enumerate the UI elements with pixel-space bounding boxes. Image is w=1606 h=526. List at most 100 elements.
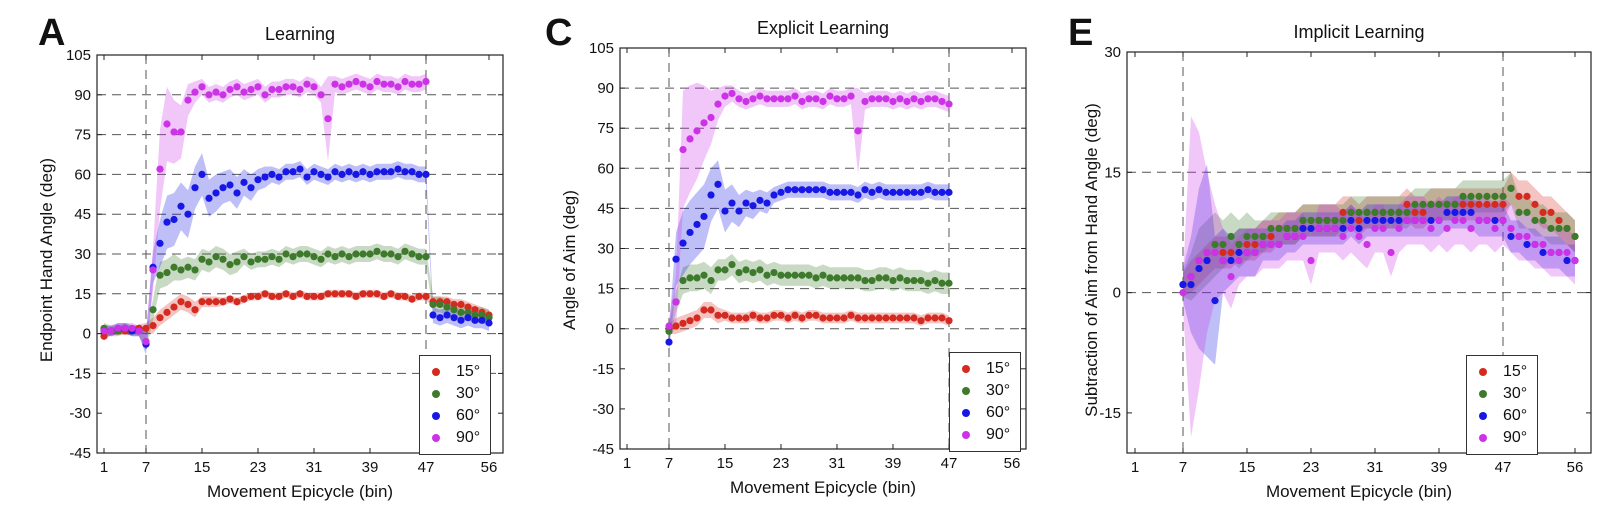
data-point xyxy=(317,292,325,301)
x-tick-label: 1 xyxy=(623,455,631,472)
data-point xyxy=(1259,240,1267,249)
data-point xyxy=(1251,240,1259,249)
data-point xyxy=(735,314,743,322)
legend-item: 30° xyxy=(428,383,480,405)
data-point xyxy=(896,95,904,103)
y-tick-label: 30 xyxy=(1104,44,1121,61)
data-point xyxy=(686,274,694,282)
data-point xyxy=(282,168,290,176)
data-point xyxy=(924,186,932,194)
data-point xyxy=(938,314,946,322)
data-point xyxy=(296,165,304,173)
error-band xyxy=(1183,164,1575,365)
data-point xyxy=(770,268,778,277)
data-point xyxy=(226,295,234,303)
data-point xyxy=(338,290,346,298)
data-point xyxy=(868,276,876,285)
data-point xyxy=(1563,256,1571,265)
data-point xyxy=(184,210,192,218)
data-point xyxy=(1227,272,1235,281)
y-tick-label: 75 xyxy=(597,120,614,137)
data-point xyxy=(1419,208,1427,216)
x-tick-label: 31 xyxy=(1367,459,1384,476)
data-point xyxy=(1467,208,1475,216)
data-point xyxy=(1235,248,1243,257)
data-point xyxy=(938,188,946,196)
data-point xyxy=(233,189,241,197)
data-point xyxy=(485,314,493,322)
data-point xyxy=(1347,216,1355,225)
data-point xyxy=(1539,216,1547,225)
data-point xyxy=(191,184,199,192)
x-tick-label: 15 xyxy=(717,455,734,472)
error-band xyxy=(104,153,489,355)
data-point xyxy=(233,258,241,266)
legend: 15° 30° 60° 90° xyxy=(1466,355,1539,455)
x-tick-label: 7 xyxy=(665,455,673,472)
data-point xyxy=(1451,216,1459,225)
data-point xyxy=(721,266,729,274)
data-point xyxy=(1547,224,1555,233)
data-point xyxy=(121,324,129,332)
data-point xyxy=(735,95,743,103)
data-point xyxy=(903,314,911,322)
data-point xyxy=(345,80,353,88)
data-point xyxy=(1227,248,1235,257)
data-point xyxy=(819,314,827,322)
data-point xyxy=(1515,232,1523,241)
data-point xyxy=(275,173,283,181)
data-point xyxy=(707,276,715,285)
data-point xyxy=(1531,240,1539,249)
data-point xyxy=(142,324,150,332)
data-point xyxy=(840,274,848,282)
data-point xyxy=(198,83,206,91)
data-point xyxy=(205,194,213,202)
legend-marker xyxy=(962,409,970,417)
data-point xyxy=(205,298,213,306)
data-point xyxy=(443,311,451,319)
data-point xyxy=(819,186,827,194)
data-point xyxy=(840,314,848,322)
data-point xyxy=(177,266,185,274)
data-point xyxy=(1355,216,1363,225)
data-point xyxy=(763,314,771,322)
data-point xyxy=(1371,216,1379,225)
data-point xyxy=(1571,232,1579,241)
x-tick-label: 23 xyxy=(250,459,267,476)
data-point xyxy=(352,292,360,301)
data-point xyxy=(945,188,953,196)
data-point xyxy=(1179,280,1187,289)
legend-label: 60° xyxy=(456,407,481,424)
data-point xyxy=(1411,208,1419,216)
data-point xyxy=(1371,208,1379,216)
data-point xyxy=(345,253,353,261)
data-point xyxy=(868,188,876,196)
data-point xyxy=(728,260,736,269)
legend-item: 15° xyxy=(428,361,480,383)
data-point xyxy=(686,228,694,237)
data-point xyxy=(184,96,192,104)
data-point xyxy=(254,83,262,91)
x-tick-label: 1 xyxy=(100,459,108,476)
y-tick-label: 0 xyxy=(1113,285,1121,302)
data-point xyxy=(205,258,213,266)
data-point xyxy=(1483,216,1491,225)
data-point xyxy=(1355,208,1363,216)
data-point xyxy=(882,188,890,196)
data-point xyxy=(777,271,785,279)
data-point xyxy=(910,276,918,285)
data-point xyxy=(254,255,262,263)
data-point xyxy=(1331,224,1339,233)
data-point xyxy=(100,332,108,340)
data-point xyxy=(380,250,388,258)
data-point xyxy=(478,316,486,324)
data-point xyxy=(1267,240,1275,249)
data-point xyxy=(1419,200,1427,208)
data-point xyxy=(436,300,444,309)
data-point xyxy=(352,77,360,86)
data-point xyxy=(1459,192,1467,200)
error-band xyxy=(669,82,949,335)
data-point xyxy=(714,266,722,274)
data-point xyxy=(401,292,409,301)
data-point xyxy=(686,317,694,325)
